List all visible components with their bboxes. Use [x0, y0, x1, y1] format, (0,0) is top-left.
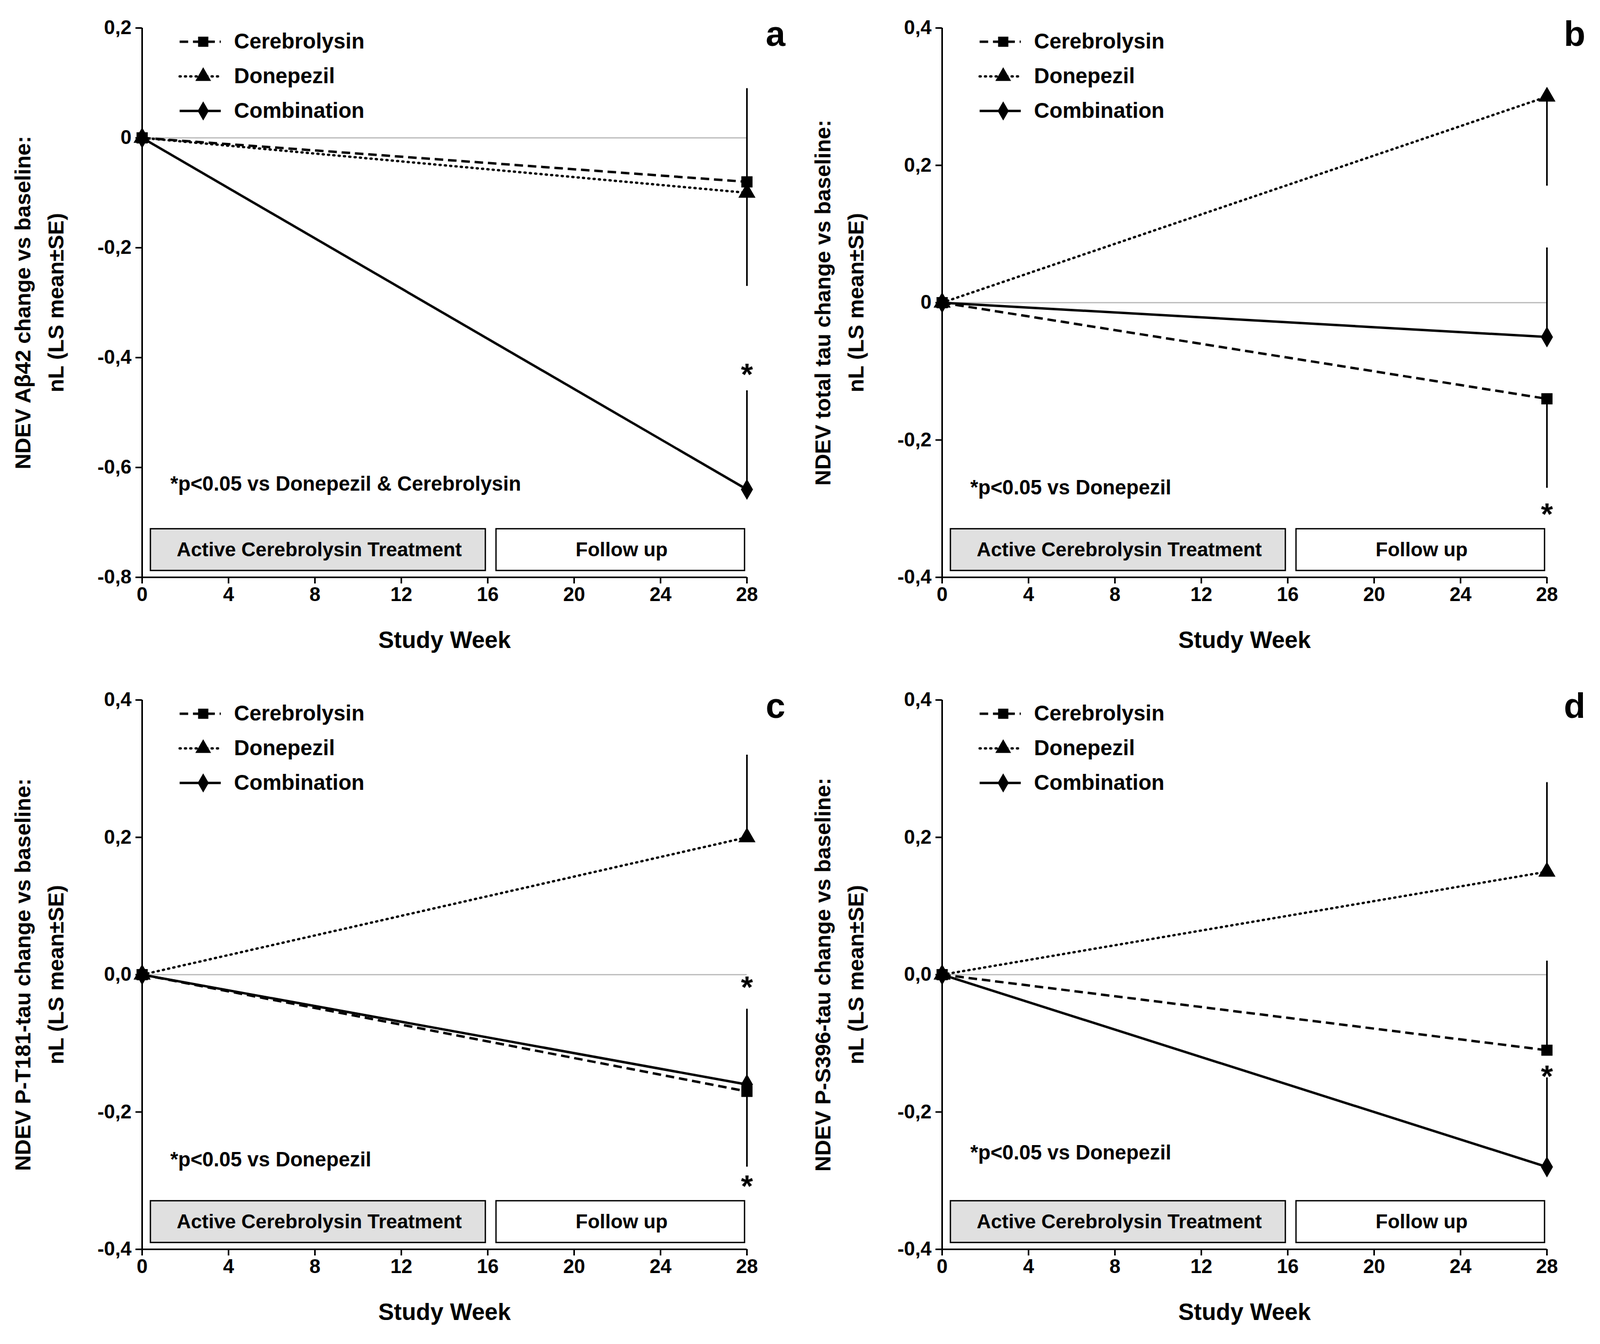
- svg-text:NDEV P-T181-tau change vs base: NDEV P-T181-tau change vs baseline:nL (L…: [10, 778, 69, 1172]
- svg-text:NDEV total tau change vs basel: NDEV total tau change vs baseline:nL (LS…: [810, 120, 869, 486]
- svg-text:28: 28: [1536, 583, 1558, 606]
- svg-text:-0,2: -0,2: [97, 1100, 132, 1123]
- svg-text:*: *: [740, 356, 754, 392]
- svg-text:Study Week: Study Week: [1178, 626, 1311, 653]
- svg-text:Study Week: Study Week: [378, 1298, 511, 1325]
- svg-text:*p<0.05 vs Donepezil: *p<0.05 vs Donepezil: [170, 1148, 372, 1171]
- svg-text:*p<0.05 vs Donepezil & Cerebro: *p<0.05 vs Donepezil & Cerebrolysin: [170, 472, 522, 495]
- svg-text:Combination: Combination: [1034, 98, 1165, 123]
- svg-text:16: 16: [1276, 583, 1299, 606]
- svg-text:*: *: [740, 1168, 754, 1204]
- svg-text:Cerebrolysin: Cerebrolysin: [234, 29, 365, 53]
- svg-text:-0,2: -0,2: [97, 236, 132, 259]
- svg-text:20: 20: [563, 1255, 586, 1278]
- svg-text:-0,8: -0,8: [97, 565, 132, 588]
- svg-text:*p<0.05 vs Donepezil: *p<0.05 vs Donepezil: [970, 1141, 1172, 1164]
- svg-text:Follow up: Follow up: [1375, 538, 1468, 561]
- svg-text:24: 24: [649, 1255, 672, 1278]
- svg-text:4: 4: [222, 583, 235, 606]
- svg-text:-0,4: -0,4: [97, 1237, 132, 1260]
- svg-text:0: 0: [936, 583, 948, 606]
- svg-text:-0,6: -0,6: [97, 456, 132, 478]
- svg-text:Active Cerebrolysin Treatment: Active Cerebrolysin Treatment: [176, 538, 462, 561]
- svg-text:*: *: [1540, 1058, 1554, 1094]
- svg-text:a: a: [765, 13, 787, 54]
- svg-text:*p<0.05 vs Donepezil: *p<0.05 vs Donepezil: [970, 476, 1172, 499]
- svg-text:0: 0: [936, 1255, 948, 1278]
- svg-text:Cerebrolysin: Cerebrolysin: [1034, 29, 1165, 53]
- svg-text:Follow up: Follow up: [1375, 1210, 1468, 1233]
- svg-text:12: 12: [390, 1255, 413, 1278]
- svg-text:0: 0: [120, 126, 132, 149]
- svg-text:4: 4: [1022, 583, 1035, 606]
- svg-text:*: *: [740, 969, 754, 1005]
- svg-text:20: 20: [1363, 1255, 1386, 1278]
- svg-text:Combination: Combination: [1034, 770, 1165, 795]
- svg-text:24: 24: [1449, 583, 1472, 606]
- svg-text:8: 8: [309, 583, 321, 606]
- svg-text:Active Cerebrolysin Treatment: Active Cerebrolysin Treatment: [976, 1210, 1262, 1233]
- svg-text:Donepezil: Donepezil: [234, 64, 335, 88]
- svg-text:0,4: 0,4: [904, 688, 932, 711]
- svg-text:0,4: 0,4: [904, 16, 932, 39]
- svg-text:Active Cerebrolysin Treatment: Active Cerebrolysin Treatment: [976, 538, 1262, 561]
- svg-text:0,0: 0,0: [904, 963, 932, 986]
- svg-text:20: 20: [1363, 583, 1386, 606]
- svg-text:0,2: 0,2: [104, 16, 132, 39]
- svg-text:Follow up: Follow up: [575, 538, 668, 561]
- svg-text:-0,2: -0,2: [897, 428, 932, 451]
- svg-text:0: 0: [920, 291, 932, 314]
- svg-text:0,2: 0,2: [904, 826, 932, 848]
- svg-text:-0,2: -0,2: [897, 1100, 932, 1123]
- svg-text:d: d: [1563, 685, 1586, 726]
- svg-text:-0,4: -0,4: [897, 1237, 932, 1260]
- svg-text:*: *: [1540, 496, 1554, 532]
- svg-text:28: 28: [736, 1255, 758, 1278]
- svg-text:8: 8: [309, 1255, 321, 1278]
- svg-text:8: 8: [1109, 1255, 1121, 1278]
- svg-text:0,4: 0,4: [104, 688, 132, 711]
- svg-text:0: 0: [136, 1255, 148, 1278]
- svg-text:Study Week: Study Week: [1178, 1298, 1311, 1325]
- svg-text:8: 8: [1109, 583, 1121, 606]
- svg-text:4: 4: [222, 1255, 235, 1278]
- svg-text:Follow up: Follow up: [575, 1210, 668, 1233]
- svg-text:4: 4: [1022, 1255, 1035, 1278]
- svg-text:Cerebrolysin: Cerebrolysin: [234, 701, 365, 725]
- svg-text:16: 16: [1276, 1255, 1299, 1278]
- svg-text:0,2: 0,2: [904, 154, 932, 176]
- svg-text:Study Week: Study Week: [378, 626, 511, 653]
- svg-text:Active Cerebrolysin Treatment: Active Cerebrolysin Treatment: [176, 1210, 462, 1233]
- svg-text:b: b: [1563, 13, 1586, 54]
- svg-text:24: 24: [1449, 1255, 1472, 1278]
- svg-text:12: 12: [1190, 1255, 1213, 1278]
- svg-text:Donepezil: Donepezil: [1034, 736, 1135, 760]
- svg-text:28: 28: [1536, 1255, 1558, 1278]
- svg-text:20: 20: [563, 583, 586, 606]
- svg-text:16: 16: [476, 1255, 499, 1278]
- svg-text:Combination: Combination: [234, 770, 365, 795]
- svg-text:NDEV Aβ42 change vs baseline:n: NDEV Aβ42 change vs baseline:nL (LS mean…: [10, 136, 69, 470]
- svg-text:0,2: 0,2: [104, 826, 132, 848]
- svg-text:24: 24: [649, 583, 672, 606]
- svg-text:0,0: 0,0: [104, 963, 132, 986]
- svg-text:Combination: Combination: [234, 98, 365, 123]
- svg-text:NDEV P-S396-tau change vs base: NDEV P-S396-tau change vs baseline:nL (L…: [810, 777, 869, 1172]
- svg-text:c: c: [765, 685, 786, 726]
- svg-text:Donepezil: Donepezil: [234, 736, 335, 760]
- svg-text:0: 0: [136, 583, 148, 606]
- svg-text:12: 12: [390, 583, 413, 606]
- svg-text:12: 12: [1190, 583, 1213, 606]
- svg-text:-0,4: -0,4: [897, 565, 932, 588]
- svg-text:Donepezil: Donepezil: [1034, 64, 1135, 88]
- svg-text:Cerebrolysin: Cerebrolysin: [1034, 701, 1165, 725]
- svg-text:28: 28: [736, 583, 758, 606]
- svg-text:16: 16: [476, 583, 499, 606]
- svg-text:-0,4: -0,4: [97, 346, 132, 368]
